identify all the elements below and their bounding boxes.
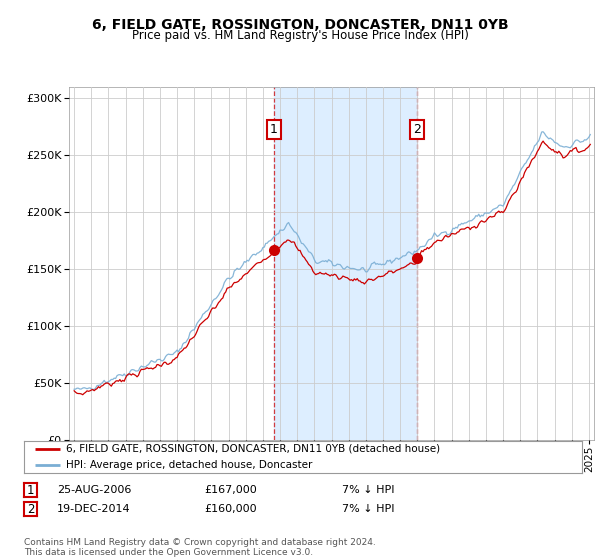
Text: 19-DEC-2014: 19-DEC-2014 <box>57 504 131 514</box>
Text: 2: 2 <box>413 123 421 136</box>
Text: Contains HM Land Registry data © Crown copyright and database right 2024.
This d: Contains HM Land Registry data © Crown c… <box>24 538 376 557</box>
Text: Price paid vs. HM Land Registry's House Price Index (HPI): Price paid vs. HM Land Registry's House … <box>131 29 469 42</box>
Text: 6, FIELD GATE, ROSSINGTON, DONCASTER, DN11 0YB (detached house): 6, FIELD GATE, ROSSINGTON, DONCASTER, DN… <box>66 444 440 454</box>
Text: 1: 1 <box>270 123 278 136</box>
Text: 2: 2 <box>27 502 34 516</box>
Text: 6, FIELD GATE, ROSSINGTON, DONCASTER, DN11 0YB: 6, FIELD GATE, ROSSINGTON, DONCASTER, DN… <box>92 18 508 32</box>
Bar <box>274 87 417 440</box>
Text: 1: 1 <box>27 483 34 497</box>
Text: 7% ↓ HPI: 7% ↓ HPI <box>342 485 395 495</box>
Text: HPI: Average price, detached house, Doncaster: HPI: Average price, detached house, Donc… <box>66 460 312 470</box>
Text: £160,000: £160,000 <box>204 504 257 514</box>
Text: £167,000: £167,000 <box>204 485 257 495</box>
Text: 25-AUG-2006: 25-AUG-2006 <box>57 485 131 495</box>
Text: 7% ↓ HPI: 7% ↓ HPI <box>342 504 395 514</box>
